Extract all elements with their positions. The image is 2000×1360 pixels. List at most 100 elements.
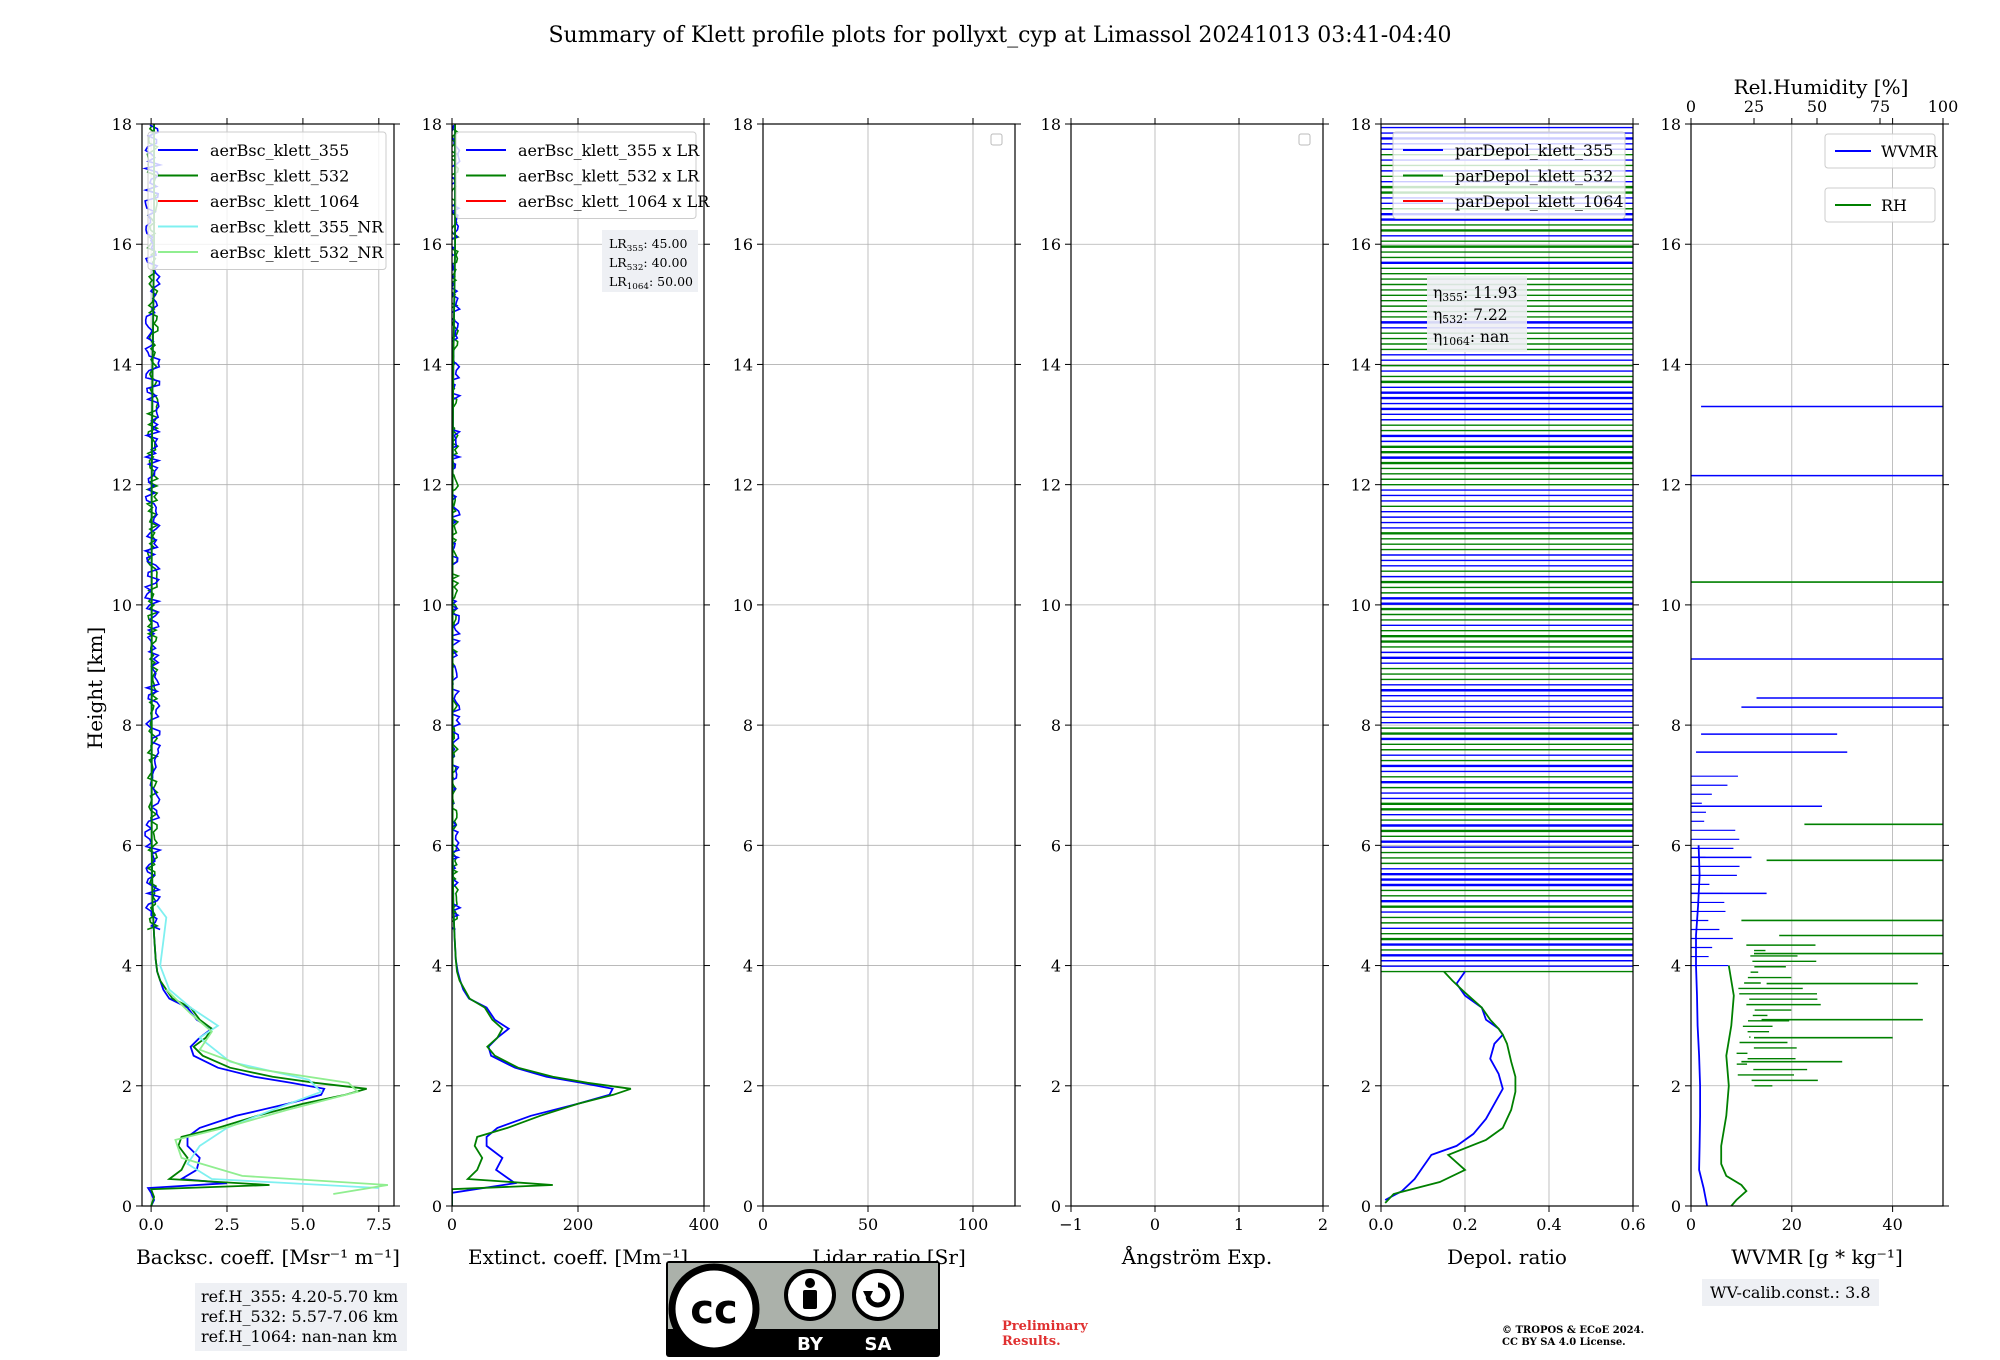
legend-box [1824, 133, 1936, 169]
legend-label: aerBsc_klett_532 [210, 167, 349, 186]
y-tick-label: 12 [1041, 476, 1061, 495]
y-tick-label: 14 [1041, 355, 1061, 374]
y-tick-label: 12 [422, 476, 442, 495]
y-tick-label: 4 [1051, 957, 1061, 976]
y-tick-label: 6 [1361, 836, 1371, 855]
y-tick-label: 2 [1361, 1077, 1371, 1096]
y-tick-label: 18 [112, 115, 132, 134]
y-tick-label: 6 [1051, 836, 1061, 855]
legend-box [455, 131, 697, 219]
lr-value: LR532: 40.00 [609, 255, 687, 273]
series-line-1 [1384, 970, 1517, 1204]
y-tick-label: 12 [112, 476, 132, 495]
figure-title: Summary of Klett profile plots for polly… [548, 23, 1451, 48]
y-axis-label: Height [km] [83, 627, 107, 749]
series-line-1 [149, 124, 367, 1206]
lr-value: LR355: 45.00 [609, 236, 687, 254]
y-tick-label: 8 [1671, 716, 1681, 735]
x-tick-label: 1 [1234, 1215, 1244, 1234]
wv-calibration-text: WV-calib.const.: 3.8 [1710, 1283, 1871, 1302]
y-tick-label: 16 [733, 235, 753, 254]
y-tick-label: 14 [112, 355, 132, 374]
cc-logo-text: cc [690, 1287, 737, 1333]
copyright-line-2: CC BY SA 4.0 License. [1502, 1337, 1626, 1348]
legend-label: aerBsc_klett_355 x LR [518, 141, 700, 160]
eta-value: η1064: nan [1433, 328, 1509, 348]
x-tick-label: 400 [689, 1215, 720, 1234]
y-tick-label: 4 [1671, 957, 1681, 976]
y-tick-label: 10 [112, 596, 132, 615]
legend-label: WVMR [1881, 142, 1938, 161]
x-tick-label: 0.2 [1452, 1215, 1477, 1234]
y-tick-label: 6 [432, 836, 442, 855]
series-line-1 [452, 124, 632, 1206]
y-tick-label: 0 [432, 1197, 442, 1216]
y-tick-label: 4 [122, 957, 132, 976]
y-tick-label: 8 [122, 716, 132, 735]
by-label: BY [797, 1334, 824, 1355]
y-tick-label: 12 [733, 476, 753, 495]
x-tick-label: 20 [1782, 1215, 1802, 1234]
series-line-0 [1695, 845, 1708, 1206]
x-tick-label: 7.5 [366, 1215, 391, 1234]
rh-tick-label: 100 [1928, 97, 1959, 116]
panel-ext: 0 200 400 0 2 4 6 8 10 12 14 16 18 Extinct. coeff. [M… [422, 115, 720, 1269]
y-tick-label: 16 [112, 235, 132, 254]
series-line-4 [165, 988, 389, 1195]
y-tick-label: 18 [733, 115, 753, 134]
y-tick-label: 14 [1351, 355, 1371, 374]
empty-legend-box [1298, 133, 1311, 146]
sa-share-icon [852, 1269, 904, 1321]
y-tick-label: 8 [1361, 716, 1371, 735]
y-tick-label: 10 [422, 596, 442, 615]
wv-calibration-box: WV-calib.const.: 3.8 [1702, 1279, 1879, 1306]
y-tick-label: 14 [422, 355, 442, 374]
y-tick-label: 10 [1041, 596, 1061, 615]
y-tick-label: 8 [743, 716, 753, 735]
legend-label: aerBsc_klett_1064 [210, 192, 359, 211]
x-axis-label: WVMR [g * kg⁻¹] [1731, 1245, 1903, 1269]
legend-label: aerBsc_klett_355 [210, 141, 349, 160]
eta-box [1427, 276, 1527, 352]
x-tick-label: 200 [563, 1215, 594, 1234]
x-tick-label: 0 [1686, 1215, 1696, 1234]
y-tick-label: 18 [422, 115, 442, 134]
y-tick-label: 16 [1351, 235, 1371, 254]
y-tick-label: 0 [743, 1197, 753, 1216]
x-axis-label: Depol. ratio [1447, 1245, 1567, 1269]
series-line-0 [452, 124, 614, 1206]
reference-height-box: ref.H_355: 4.20-5.70 km ref.H_532: 5.57-… [195, 1283, 407, 1351]
y-tick-label: 2 [432, 1077, 442, 1096]
y-tick-label: 12 [1351, 476, 1371, 495]
x-tick-label: 0.0 [138, 1215, 163, 1234]
y-tick-label: 16 [422, 235, 442, 254]
y-tick-label: 4 [1361, 957, 1371, 976]
y-tick-label: 0 [1671, 1197, 1681, 1216]
y-tick-label: 6 [743, 836, 753, 855]
x-tick-label: 0 [758, 1215, 768, 1234]
lr-value: LR1064: 50.00 [609, 274, 693, 292]
panel-bsc: 0.0 2.5 5.0 7.5 0 2 4 6 8 10 12 14 16 18 Backsc. coeff… [112, 115, 400, 1269]
cc-by-sa-badge: cc BY SA [666, 1261, 940, 1357]
sa-label: SA [865, 1334, 892, 1355]
plot-area [142, 124, 389, 1206]
rh-tick-label: 50 [1807, 97, 1827, 116]
y-tick-label: 18 [1351, 115, 1371, 134]
lr-box [602, 230, 698, 292]
ref-height-355: ref.H_355: 4.20-5.70 km [201, 1287, 399, 1306]
y-tick-label: 2 [743, 1077, 753, 1096]
preliminary-results-note: Preliminary Results. [1002, 1319, 1088, 1349]
axes-frame [141, 123, 395, 1207]
y-tick-label: 10 [1661, 596, 1681, 615]
axes-frame [1380, 123, 1634, 1207]
ref-height-1064: ref.H_1064: nan-nan km [201, 1327, 398, 1346]
legend-box [1392, 131, 1626, 219]
axes-frame [762, 123, 1016, 1207]
x-axis-label: Backsc. coeff. [Msr⁻¹ m⁻¹] [136, 1245, 400, 1269]
legend-label: RH [1881, 196, 1907, 215]
y-tick-label: 12 [1661, 476, 1681, 495]
panel-wv: 0 20 40 0 2 4 6 8 10 12 14 16 18 WVMR [g * kg⁻¹] 0 25 50… [1661, 75, 1959, 1269]
preliminary-line-2: Results. [1002, 1334, 1061, 1349]
rh-tick-label: 75 [1870, 97, 1890, 116]
x-tick-label: −1 [1059, 1215, 1083, 1234]
